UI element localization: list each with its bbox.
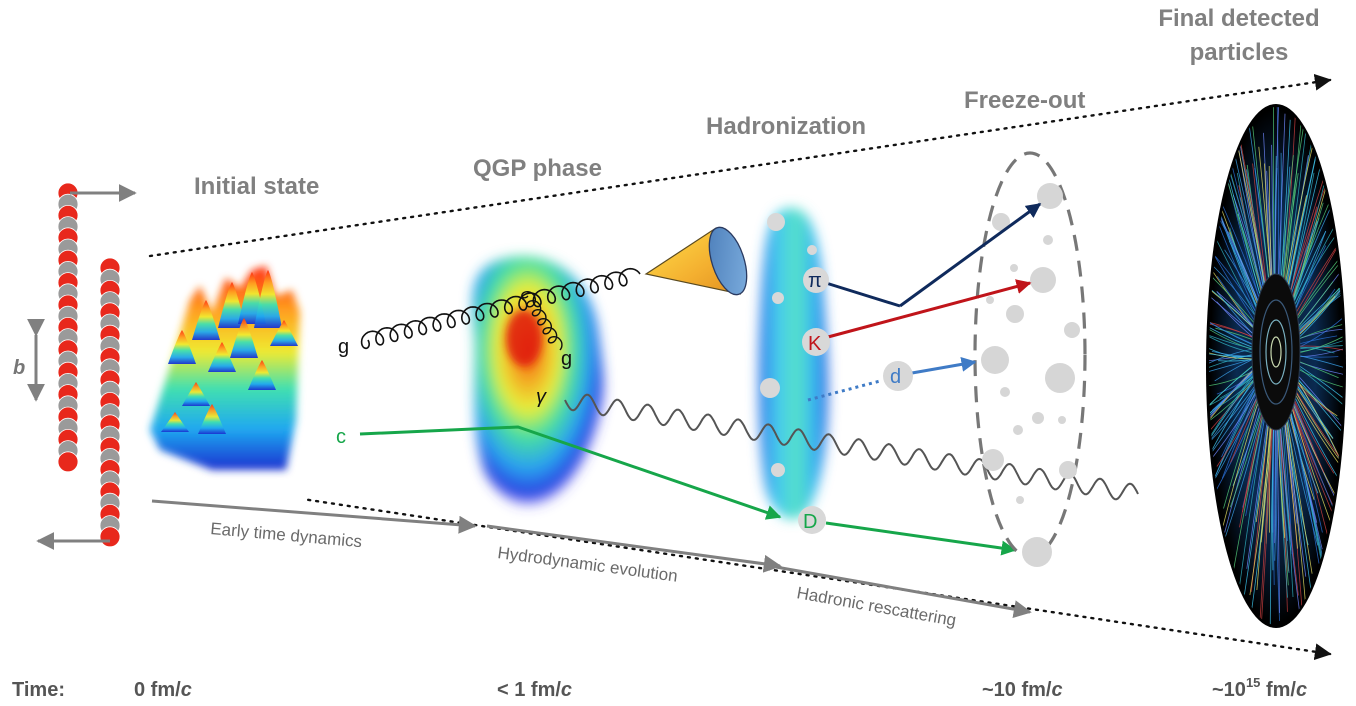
stage-final-line2: particles: [1190, 39, 1289, 66]
photon-label: γ: [536, 386, 547, 408]
nucleus-right: [99, 257, 121, 548]
kaon-label: K: [808, 333, 822, 355]
initial-state-landscape: [143, 258, 305, 510]
stage-qgp-phase: QGP phase: [473, 155, 602, 182]
hadronization-region: [758, 207, 829, 520]
stage-initial-state: Initial state: [194, 173, 319, 200]
nucleus-left: [57, 182, 79, 473]
time-tick-3: ~1015 fm/c: [1212, 675, 1307, 701]
dmeson-arrow: [825, 521, 1017, 556]
rescattering-label: Hadronic rescattering: [795, 583, 957, 630]
charm-label: c: [336, 426, 346, 448]
kaon-arrow: [827, 279, 1032, 339]
stage-hadronization: Hadronization: [706, 113, 866, 140]
light-cone-upper: [148, 73, 1332, 258]
time-tick-2: ~10 fm/c: [982, 679, 1063, 701]
freeze-out-region: [973, 151, 1087, 567]
kaon-disc: [802, 328, 830, 356]
photon-line: [564, 393, 1139, 501]
pion-arrow: [899, 202, 1042, 308]
jet-cone: [644, 226, 748, 296]
deuteron-disc: [883, 361, 913, 391]
dmeson-label: D: [803, 511, 817, 533]
charm-quark-line: [359, 425, 782, 520]
gluon-split-label: g: [561, 348, 572, 370]
stage-freeze-out: Freeze-out: [964, 87, 1085, 114]
light-cone-lower: [148, 474, 1332, 661]
gluon-label: g: [338, 336, 349, 358]
pion-line: [825, 281, 901, 308]
time-tick-0: 0 fm/c: [134, 679, 192, 701]
deuteron-label: d: [890, 366, 901, 388]
pion-label: π: [808, 270, 822, 292]
colliding-nuclei: b: [13, 182, 137, 550]
dmeson-disc: [798, 506, 826, 534]
time-axis: Time: 0 fm/c < 1 fm/c ~10 fm/c ~1015 fm/…: [12, 675, 1307, 701]
deuteron-dotted: [807, 379, 881, 402]
process-arrows: Early time dynamics Hydrodynamic evoluti…: [151, 499, 1032, 630]
impact-parameter-label: b: [13, 357, 25, 379]
stage-final-line1: Final detected: [1158, 5, 1319, 32]
qgp-fireball: [472, 256, 605, 514]
time-tick-1: < 1 fm/c: [497, 679, 572, 701]
deuteron-arrow: [911, 356, 977, 375]
early-time-arrow: [151, 499, 477, 534]
rescattering-arrow: [775, 565, 1032, 619]
early-time-label: Early time dynamics: [210, 519, 363, 551]
hydro-arrow: [486, 524, 782, 573]
time-axis-label: Time:: [12, 679, 65, 701]
pion-disc: [803, 267, 829, 293]
gluon-split-line: [521, 290, 563, 351]
detector-event-display: [1206, 104, 1346, 628]
gluon-line: [360, 267, 641, 350]
